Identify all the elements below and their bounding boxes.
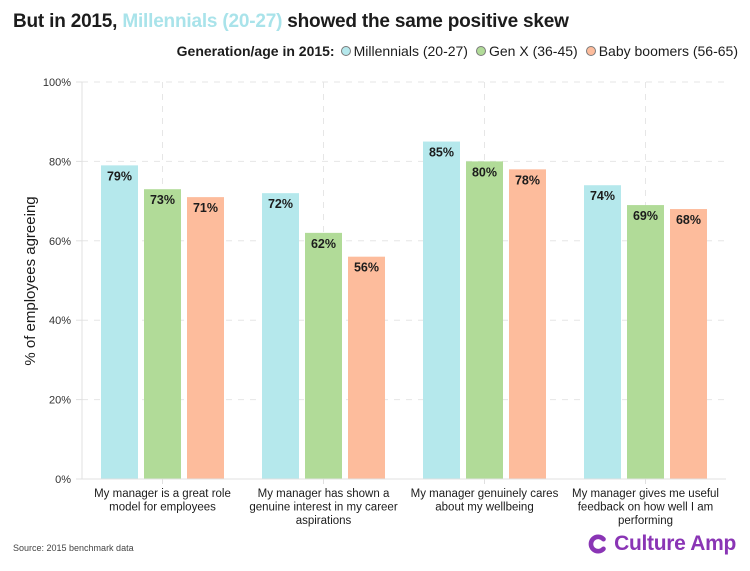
- x-tick-label: My manager has shown a genuine interest i…: [249, 488, 397, 527]
- data-label: 85%: [429, 146, 454, 160]
- bar-millennials-20-27: [262, 193, 299, 479]
- data-label: 69%: [633, 209, 658, 223]
- x-tick-label-line: My manager is a great role: [94, 488, 231, 500]
- y-tick-label: 60%: [49, 236, 71, 248]
- legend-swatch-millennials: [340, 46, 351, 56]
- chart-title: But in 2015, Millennials (20-27) showed …: [13, 11, 569, 33]
- title-highlight: Millennials (20-27): [122, 11, 283, 32]
- x-tick-label-line: My manager has shown a: [258, 488, 390, 500]
- bar-baby-boomers-56-65: [670, 209, 707, 480]
- x-tick-label-line: about my wellbeing: [435, 502, 533, 514]
- bar-gen-x-36-45: [305, 232, 342, 479]
- culture-amp-logo: Culture Amp: [588, 532, 736, 556]
- logo-text: Culture Amp: [614, 532, 736, 555]
- legend-swatch-boomers: [585, 46, 596, 56]
- y-tick-label: 20%: [49, 395, 71, 407]
- data-label: 73%: [150, 193, 175, 207]
- bar-millennials-20-27: [584, 185, 621, 479]
- x-tick-label: My manager is a great role model for empl…: [94, 488, 231, 514]
- bar-gen-x-36-45: [144, 189, 181, 479]
- bar-millennials-20-27: [423, 141, 460, 480]
- data-label: 71%: [193, 201, 218, 215]
- x-tick-label-line: feedback on how well I am: [578, 502, 714, 514]
- legend-item-boomers: Baby boomers (56-65): [585, 43, 738, 59]
- title-suffix: showed the same positive skew: [282, 11, 569, 32]
- y-axis-label: % of employees agreeing: [22, 196, 39, 365]
- x-tick-label-line: My manager gives me useful: [572, 488, 719, 500]
- data-label: 74%: [590, 189, 615, 203]
- x-tick-label: My manager gives me useful feedback on ho…: [572, 488, 719, 527]
- culture-amp-c-icon: [588, 534, 606, 554]
- bar-millennials-20-27: [101, 165, 138, 479]
- legend-label-boomers: Baby boomers (56-65): [598, 43, 738, 59]
- source-note: Source: 2015 benchmark data: [13, 543, 134, 553]
- x-tick-label-line: model for employees: [109, 502, 216, 514]
- legend-item-genx: Gen X (36-45): [475, 43, 578, 59]
- x-tick-label-line: performing: [618, 515, 673, 527]
- legend-label-genx: Gen X (36-45): [488, 43, 578, 59]
- bar-baby-boomers-56-65: [348, 256, 385, 479]
- title-prefix: But in 2015,: [13, 11, 123, 32]
- data-label: 79%: [107, 169, 132, 183]
- bar-gen-x-36-45: [627, 205, 664, 479]
- data-labels: 79% 73% 71% 72% 62% 56% 85% 80% 78% 74% 69% 68%: [107, 146, 701, 275]
- legend-swatch-genx: [475, 46, 486, 56]
- x-tick-label: My manager genuinely cares about my wellb…: [411, 488, 559, 514]
- x-tick-label-line: aspirations: [296, 515, 352, 527]
- y-tick-label: 100%: [43, 77, 71, 89]
- data-label: 80%: [472, 165, 497, 179]
- legend-item-millennials: Millennials (20-27): [340, 43, 468, 59]
- data-label: 62%: [311, 237, 336, 251]
- y-tick-label: 40%: [49, 315, 71, 327]
- bar-baby-boomers-56-65: [187, 197, 224, 479]
- x-tick-label-line: genuine interest in my career: [249, 502, 397, 514]
- y-tick-label: 80%: [49, 156, 71, 168]
- legend-label-millennials: Millennials (20-27): [353, 43, 468, 59]
- bar-baby-boomers-56-65: [509, 169, 546, 479]
- y-tick-label: 0%: [55, 474, 71, 486]
- legend: Generation/age in 2015: Millennials (20-…: [177, 43, 738, 59]
- data-label: 56%: [354, 261, 379, 275]
- bars: [101, 141, 707, 480]
- axes: 0% 20% 40% 60% 80% 100% My manager is a great …: [43, 77, 726, 527]
- legend-title: Generation/age in 2015:: [176, 43, 335, 59]
- bar-gen-x-36-45: [466, 161, 503, 479]
- data-label: 72%: [268, 197, 293, 211]
- x-tick-label-line: My manager genuinely cares: [411, 488, 559, 500]
- data-label: 78%: [515, 173, 540, 187]
- data-label: 68%: [676, 213, 701, 227]
